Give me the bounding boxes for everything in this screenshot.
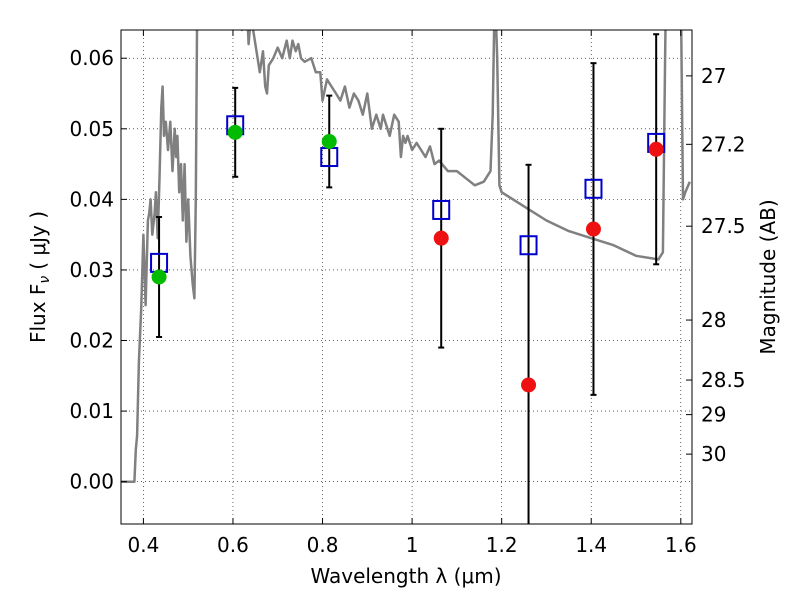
y-tick-label: 0.04	[69, 187, 114, 211]
plot-frame	[120, 29, 693, 525]
x-tick-label: 1.6	[665, 533, 697, 557]
model-flux-square	[432, 199, 451, 220]
right-tick-label: 27	[701, 64, 726, 88]
x-tick-label: 1	[406, 533, 419, 557]
observed-flux-point	[321, 134, 337, 150]
right-tick-label: 27.5	[701, 214, 746, 238]
y-axis-label-main: Flux F	[26, 284, 50, 343]
y-axis-label-units: ( μJy )	[26, 211, 50, 270]
y-tick-label: 0.03	[69, 258, 114, 282]
model-spectrum	[121, 30, 691, 483]
y-axis-label: Flux Fν ( μJy )	[26, 211, 53, 343]
ticks: 0.4 0.6 0.8 1 1.2 1.4 1.6 0.00 0.01 0.02 0.03 0.04 0…	[69, 30, 746, 557]
right-tick-label: 28.5	[701, 368, 746, 392]
model-flux-square	[584, 178, 603, 199]
x-tick-label: 1.4	[575, 533, 607, 557]
x-tick-label: 0.8	[307, 533, 339, 557]
observed-flux-point	[433, 230, 449, 246]
y-axis-label-subscript: ν	[37, 276, 53, 284]
observed-flux-point	[648, 141, 664, 157]
observed-flux-point	[151, 269, 167, 285]
y-tick-label: 0.06	[69, 46, 114, 70]
right-tick-label: 29	[701, 403, 726, 427]
observed-flux-point	[227, 124, 243, 140]
y-tick-label: 0.00	[69, 470, 114, 494]
model-spectrum-line	[121, 30, 691, 483]
x-tick-label: 0.6	[217, 533, 249, 557]
x-axis-label: Wavelength λ (μm)	[310, 564, 501, 588]
y-tick-label: 0.02	[69, 329, 114, 353]
model-flux-square	[519, 235, 538, 256]
plot-background	[121, 30, 692, 524]
observed-flux-point	[521, 377, 537, 393]
y-tick-label: 0.01	[69, 399, 114, 423]
x-tick-label: 0.4	[127, 533, 159, 557]
observed-flux-point	[585, 221, 601, 237]
right-axis-label: Magnitude (AB)	[756, 199, 780, 354]
y-tick-label: 0.05	[69, 117, 114, 141]
right-tick-label: 28	[701, 308, 726, 332]
right-tick-label: 30	[701, 442, 726, 466]
data-markers	[150, 115, 666, 393]
right-tick-label: 27.2	[701, 132, 746, 156]
x-tick-label: 1.2	[486, 533, 518, 557]
